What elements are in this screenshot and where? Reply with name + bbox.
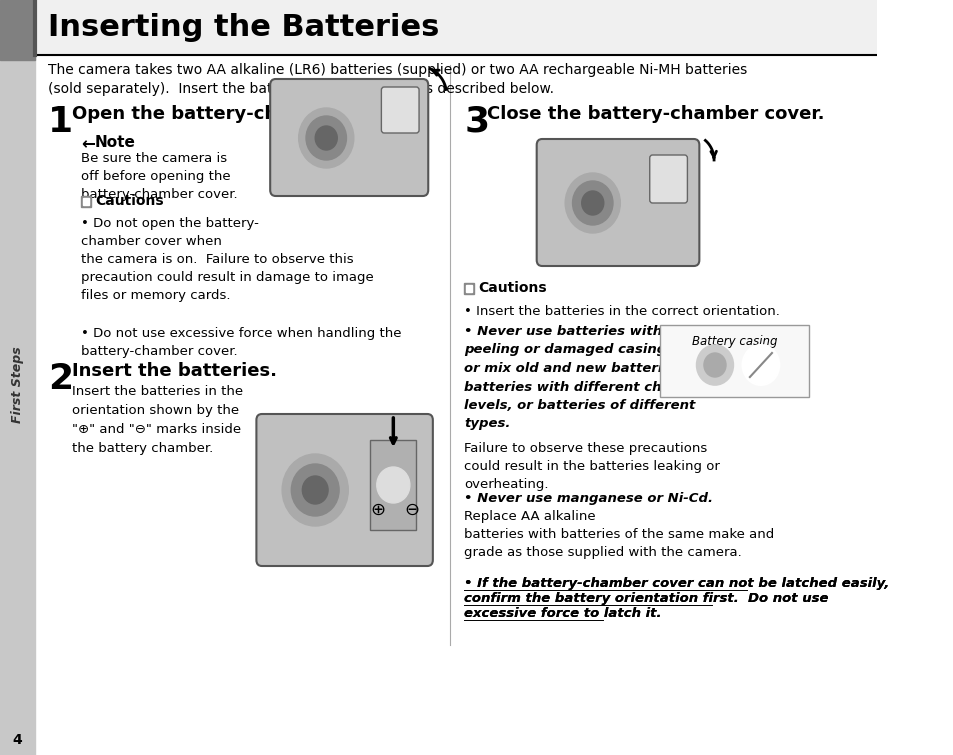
Text: • Never use batteries with
peeling or damaged casing
or mix old and new batterie: • Never use batteries with peeling or da… xyxy=(463,325,695,430)
Text: 2: 2 xyxy=(48,362,72,396)
Text: Close the battery-chamber cover.: Close the battery-chamber cover. xyxy=(487,105,823,123)
Text: ←: ← xyxy=(81,135,94,153)
Text: Failure to observe these precautions
could result in the batteries leaking or
ov: Failure to observe these precautions cou… xyxy=(463,442,720,491)
Text: 1: 1 xyxy=(48,105,72,139)
Text: • If the battery-chamber cover can not be latched easily,: • If the battery-chamber cover can not b… xyxy=(463,577,888,590)
Text: confirm the battery orientation first.  Do not use: confirm the battery orientation first. D… xyxy=(463,592,828,605)
Text: • Do not use excessive force when handling the
battery-chamber cover.: • Do not use excessive force when handli… xyxy=(81,327,401,358)
Circle shape xyxy=(741,345,779,385)
Text: • Insert the batteries in the correct orientation.: • Insert the batteries in the correct or… xyxy=(463,305,780,318)
FancyBboxPatch shape xyxy=(256,414,433,566)
Circle shape xyxy=(581,191,603,215)
FancyBboxPatch shape xyxy=(649,155,687,203)
FancyBboxPatch shape xyxy=(381,87,418,133)
Text: 4: 4 xyxy=(12,733,22,747)
Text: excessive force to latch it.: excessive force to latch it. xyxy=(463,607,660,620)
Circle shape xyxy=(376,467,410,503)
Text: • Never use manganese or Ni-Cd.: • Never use manganese or Ni-Cd. xyxy=(463,492,712,505)
Circle shape xyxy=(282,454,348,526)
Text: excessive force to latch it.: excessive force to latch it. xyxy=(463,607,660,620)
Text: First Steps: First Steps xyxy=(10,347,24,424)
Bar xyxy=(83,198,89,205)
Text: Inserting the Batteries: Inserting the Batteries xyxy=(48,14,438,42)
Text: Battery casing: Battery casing xyxy=(691,335,776,348)
Circle shape xyxy=(302,476,328,504)
Circle shape xyxy=(306,116,346,160)
Circle shape xyxy=(564,173,619,233)
Bar xyxy=(35,0,876,55)
Text: • Do not open the battery-
chamber cover when
the camera is on.  Failure to obse: • Do not open the battery- chamber cover… xyxy=(81,217,374,302)
Text: Replace AA alkaline
batteries with batteries of the same make and
grade as those: Replace AA alkaline batteries with batte… xyxy=(463,510,774,559)
FancyBboxPatch shape xyxy=(270,79,428,196)
Text: Insert the batteries in the
orientation shown by the
"⊕" and "⊖" marks inside
th: Insert the batteries in the orientation … xyxy=(71,385,243,455)
Text: 3: 3 xyxy=(463,105,489,139)
Text: • If the battery-chamber cover can not be latched easily,: • If the battery-chamber cover can not b… xyxy=(463,577,888,590)
Text: Open the battery-chamber cover.: Open the battery-chamber cover. xyxy=(71,105,407,123)
Text: Note: Note xyxy=(94,135,135,150)
Bar xyxy=(370,440,416,530)
Text: Cautions: Cautions xyxy=(95,194,164,208)
Circle shape xyxy=(314,126,337,150)
Text: ⊖: ⊖ xyxy=(404,501,418,519)
Circle shape xyxy=(298,108,354,168)
Text: Be sure the camera is
off before opening the
battery-chamber cover.: Be sure the camera is off before opening… xyxy=(81,152,237,201)
Text: Insert the batteries.: Insert the batteries. xyxy=(71,362,276,380)
Text: ⊕: ⊕ xyxy=(370,501,385,519)
Bar xyxy=(0,0,35,755)
Text: The camera takes two AA alkaline (LR6) batteries (supplied) or two AA rechargeab: The camera takes two AA alkaline (LR6) b… xyxy=(48,63,746,97)
Bar xyxy=(463,283,474,294)
Circle shape xyxy=(572,181,613,225)
Circle shape xyxy=(703,353,725,377)
Bar xyxy=(0,0,35,60)
Bar xyxy=(81,196,91,207)
Circle shape xyxy=(696,345,733,385)
Text: confirm the battery orientation first.  Do not use: confirm the battery orientation first. D… xyxy=(463,592,828,605)
Bar xyxy=(659,325,808,397)
Circle shape xyxy=(291,464,338,516)
FancyBboxPatch shape xyxy=(537,139,699,266)
Text: Cautions: Cautions xyxy=(477,281,546,295)
Bar xyxy=(465,285,472,292)
